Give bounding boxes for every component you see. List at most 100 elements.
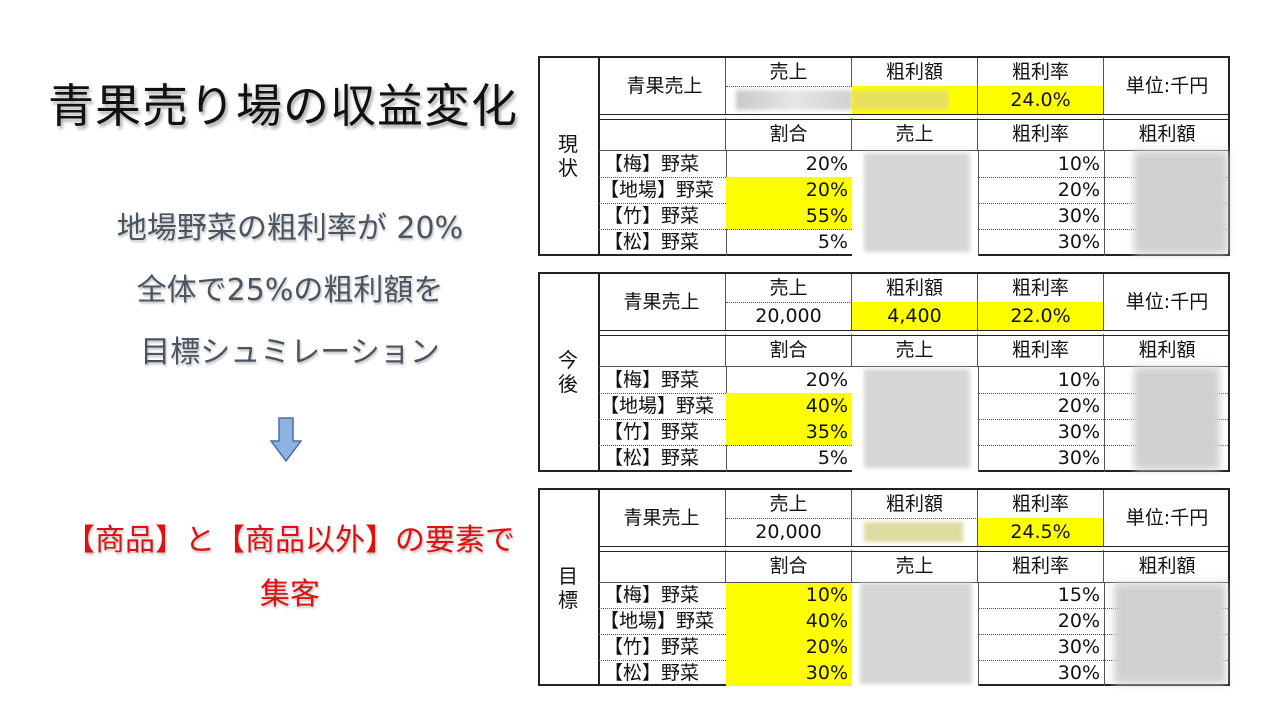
col-profit-header: 粗利額 — [852, 490, 978, 518]
row-rate: 30% — [1057, 421, 1100, 443]
row-name: 【竹】野菜 — [604, 421, 700, 443]
row-share: 40% — [726, 393, 852, 419]
header-sales-value: 20,000 — [726, 302, 852, 330]
row-rate: 10% — [1057, 153, 1100, 175]
row-rate: 10% — [1057, 369, 1100, 391]
header-profit-value: 4,400 — [852, 302, 978, 330]
unit-label: 単位:千円 — [1125, 291, 1209, 313]
row-share: 40% — [726, 608, 852, 634]
row-share: 20% — [726, 177, 852, 203]
header-label: 青果売上 — [598, 58, 726, 114]
header-rate-value: 22.0% — [978, 302, 1104, 330]
slide-title: 青果売り場の収益変化 — [48, 79, 518, 133]
row-share: 35% — [726, 419, 852, 445]
col-rate-header: 粗利率 — [978, 490, 1104, 518]
col-rate-header: 粗利率 — [978, 58, 1104, 86]
description-line-1: 地場野菜の粗利率が 20% — [116, 211, 464, 246]
row-name: 【地場】野菜 — [600, 610, 715, 632]
sub-header-share: 割合 — [726, 334, 852, 366]
row-rate: 30% — [1057, 231, 1100, 253]
row-name: 【松】野菜 — [604, 662, 700, 684]
row-name: 【竹】野菜 — [604, 636, 700, 658]
description-line-2: 全体で25%の粗利額を — [136, 273, 444, 308]
unit-label: 単位:千円 — [1125, 507, 1209, 529]
red-callout-line-2: 集客 — [260, 577, 320, 612]
side-label-char-2: 状 — [558, 156, 578, 180]
sub-header-sales: 売上 — [852, 118, 978, 150]
row-name: 【地場】野菜 — [600, 179, 715, 201]
red-callout: 【商品】と【商品以外】の要素で 集客 — [40, 514, 540, 622]
row-rate: 20% — [1057, 179, 1100, 201]
row-share: 55% — [726, 203, 852, 229]
row-name: 【梅】野菜 — [604, 153, 700, 175]
header-label: 青果売上 — [598, 490, 726, 546]
row-share: 30% — [726, 660, 852, 686]
row-name: 【地場】野菜 — [600, 395, 715, 417]
sub-header-profit: 粗利額 — [1138, 123, 1196, 145]
row-share: 5% — [817, 231, 848, 253]
row-share: 20% — [805, 153, 848, 175]
sub-header-profit: 粗利額 — [1138, 555, 1196, 577]
sales-column-redacted — [852, 583, 978, 686]
row-rate: 30% — [1057, 662, 1100, 684]
sales-column-redacted — [852, 367, 978, 472]
row-rate: 15% — [1057, 584, 1100, 606]
row-rate: 20% — [1057, 395, 1100, 417]
row-name: 【松】野菜 — [604, 447, 700, 469]
side-label-box: 今 後 — [540, 274, 600, 470]
side-label-char-2: 後 — [558, 372, 578, 396]
header-profit-value-redacted — [852, 86, 978, 114]
side-label-box: 目 標 — [540, 490, 600, 684]
profit-column-redacted — [1104, 151, 1230, 256]
side-label-char-1: 目 — [558, 564, 578, 588]
sub-header-share: 割合 — [726, 118, 852, 150]
header-profit-value-redacted — [852, 518, 978, 546]
row-name: 【梅】野菜 — [604, 369, 700, 391]
header-sales-value-redacted — [726, 86, 852, 114]
table-future: 今 後 青果売上 売上 粗利額 粗利率 単位:千円 20,000 4,400 2… — [538, 272, 1230, 472]
description: 地場野菜の粗利率が 20% 全体で25%の粗利額を 目標シュミレーション — [40, 198, 540, 384]
header-row: 青果売上 売上 粗利額 粗利率 単位:千円 20,000 4,400 22.0% — [598, 274, 1228, 330]
col-sales-header: 売上 — [726, 274, 852, 302]
side-label-char-1: 現 — [558, 132, 578, 156]
side-label-char-2: 標 — [558, 588, 578, 612]
unit-label: 単位:千円 — [1125, 75, 1209, 97]
sub-header-row: 割合 売上 粗利率 粗利額 — [598, 334, 1228, 366]
side-label-char-1: 今 — [558, 348, 578, 372]
profit-column-redacted — [1104, 367, 1230, 472]
header-sales-value: 20,000 — [726, 518, 852, 546]
red-callout-line-1: 【商品】と【商品以外】の要素で — [65, 523, 515, 558]
row-rate: 20% — [1057, 610, 1100, 632]
profit-column-redacted — [1104, 583, 1230, 686]
row-rate: 30% — [1057, 447, 1100, 469]
sales-column-redacted — [852, 151, 978, 256]
sub-header-rate: 粗利率 — [978, 118, 1104, 150]
side-label-box: 現 状 — [540, 58, 600, 254]
header-rate-value: 24.5% — [978, 518, 1104, 546]
col-sales-header: 売上 — [726, 58, 852, 86]
header-row: 青果売上 売上 粗利額 粗利率 単位:千円 20,000 24.5% — [598, 490, 1228, 546]
sub-header-rate: 粗利率 — [978, 550, 1104, 582]
description-line-3: 目標シュミレーション — [140, 335, 440, 370]
row-share: 20% — [726, 634, 852, 660]
sub-header-row: 割合 売上 粗利率 粗利額 — [598, 118, 1228, 150]
sub-header-sales: 売上 — [852, 550, 978, 582]
row-name: 【松】野菜 — [604, 231, 700, 253]
data-rows: 【梅】野菜 【地場】野菜 【竹】野菜 【松】野菜 20% 40% 35% 5% … — [598, 367, 1230, 472]
data-rows: 【梅】野菜 【地場】野菜 【竹】野菜 【松】野菜 20% 20% 55% 5% … — [598, 151, 1230, 256]
row-share: 5% — [817, 447, 848, 469]
header-rate-value: 24.0% — [978, 86, 1104, 114]
sub-header-row: 割合 売上 粗利率 粗利額 — [598, 550, 1228, 582]
table-target: 目 標 青果売上 売上 粗利額 粗利率 単位:千円 20,000 24.5% 割… — [538, 488, 1230, 686]
data-rows: 【梅】野菜 【地場】野菜 【竹】野菜 【松】野菜 10% 40% 20% 30%… — [598, 583, 1230, 686]
col-rate-header: 粗利率 — [978, 274, 1104, 302]
col-profit-header: 粗利額 — [852, 58, 978, 86]
row-rate: 30% — [1057, 205, 1100, 227]
sub-header-share: 割合 — [726, 550, 852, 582]
table-current: 現 状 青果売上 売上 粗利額 粗利率 単位:千円 24.0% 割合 売上 粗利… — [538, 56, 1230, 256]
sub-header-profit: 粗利額 — [1138, 339, 1196, 361]
sub-header-sales: 売上 — [852, 334, 978, 366]
row-share: 20% — [805, 369, 848, 391]
row-rate: 30% — [1057, 636, 1100, 658]
row-name: 【竹】野菜 — [604, 205, 700, 227]
